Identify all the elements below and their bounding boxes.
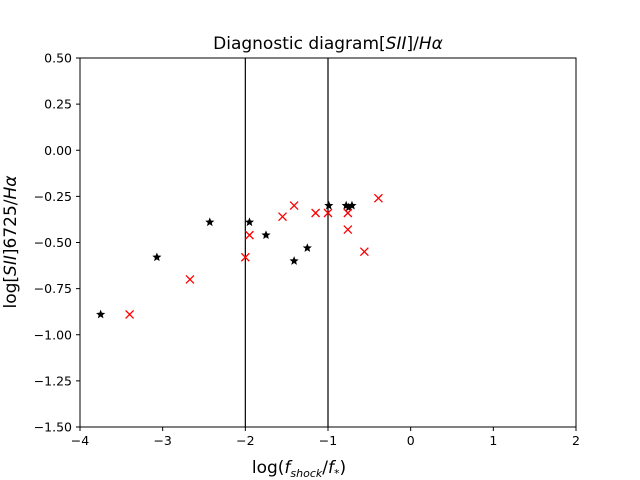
x-point <box>343 208 353 218</box>
x-point <box>245 230 254 240</box>
star-point <box>261 230 271 239</box>
x-point <box>311 208 321 218</box>
y-tick-label: −1.00 <box>34 327 72 342</box>
x-tick-label: 2 <box>572 433 580 448</box>
x-point <box>373 193 383 203</box>
x-axis-ticks: −4 −3 −2 −1 0 1 2 <box>71 427 580 448</box>
y-tick-label: −0.25 <box>34 189 72 204</box>
x-point <box>125 309 135 319</box>
x-point <box>343 225 353 235</box>
y-axis-ticks: −1.50 −1.25 −1.00 −0.75 −0.50 −0.25 0.00 0.25 0.… <box>34 51 80 435</box>
star-point <box>341 200 351 210</box>
x-point <box>240 252 250 262</box>
x-point <box>278 212 287 222</box>
star-point <box>205 217 215 227</box>
star-point <box>244 217 255 227</box>
x-tick-label: −1 <box>319 433 337 448</box>
y-axis-label: log[SII]6725/Hα <box>1 175 21 308</box>
x-point <box>289 201 299 211</box>
series-1 <box>125 193 383 319</box>
y-tick-label: −1.25 <box>34 373 72 388</box>
y-tick-label: −0.75 <box>34 281 72 296</box>
star-point <box>302 243 312 252</box>
star-point <box>347 200 357 210</box>
x-tick-label: −2 <box>236 433 254 448</box>
y-tick-label: 0.00 <box>44 143 72 158</box>
y-tick-label: −0.50 <box>34 235 72 250</box>
x-tick-label: −4 <box>71 433 89 448</box>
series-0 <box>96 200 357 319</box>
star-point <box>152 252 162 262</box>
data-points <box>96 193 383 319</box>
x-tick-label: 1 <box>489 433 497 448</box>
x-point <box>185 274 195 284</box>
y-tick-label: 0.25 <box>44 97 72 112</box>
star-point <box>344 202 354 212</box>
y-tick-label: 0.50 <box>44 51 72 66</box>
x-point <box>359 247 369 257</box>
chart-title: Diagnostic diagram[SII]/Hα <box>213 34 443 54</box>
star-point <box>96 309 106 319</box>
y-tick-label: −1.50 <box>34 420 72 435</box>
star-point <box>289 256 299 265</box>
x-tick-label: −3 <box>153 433 171 448</box>
star-point <box>324 200 334 210</box>
x-tick-label: 0 <box>407 433 415 448</box>
x-axis-label: log(fshock/f*) <box>252 458 346 480</box>
x-point <box>323 208 333 218</box>
vertical-lines <box>244 58 329 427</box>
